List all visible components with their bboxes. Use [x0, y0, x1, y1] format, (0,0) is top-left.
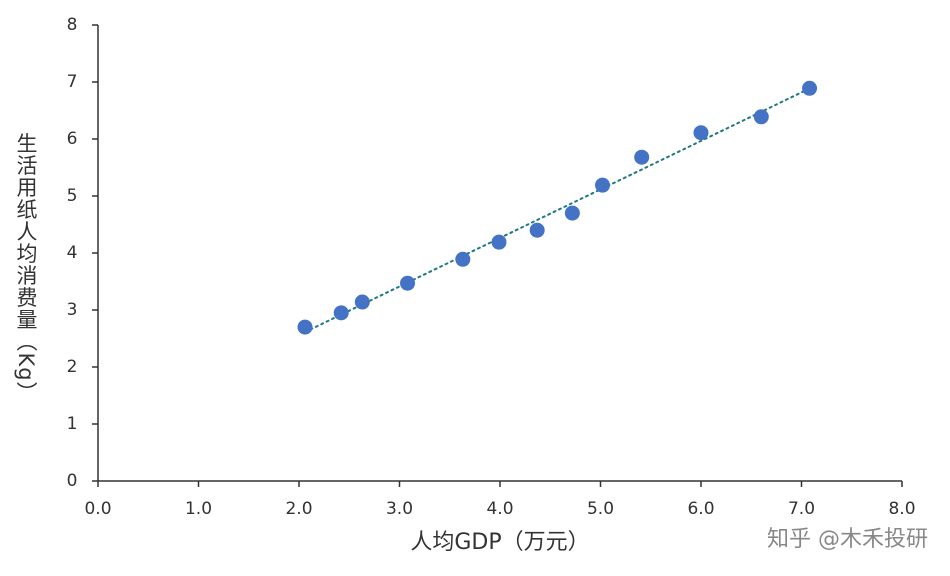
x-tick-label: 5.0 [587, 499, 614, 519]
point [753, 109, 769, 125]
point [333, 305, 349, 321]
y-tick-label: 4 [67, 243, 78, 263]
x-tick-label: 7.0 [788, 499, 815, 519]
y-tick-label: 8 [67, 15, 78, 35]
y-tick-label: 5 [67, 186, 78, 206]
y-tick-label: 0 [67, 471, 78, 491]
x-tick-label: 8.0 [888, 499, 915, 519]
point [634, 149, 650, 165]
x-tick-label: 2.0 [285, 499, 312, 519]
point [297, 319, 313, 335]
watermark: 知乎 @木禾投研 [767, 527, 928, 552]
y-tick-label: 6 [67, 129, 78, 149]
point [693, 125, 709, 141]
y-tick-label: 7 [67, 72, 78, 92]
point [564, 205, 580, 221]
y-tick-label: 3 [67, 300, 78, 320]
y-tick-label: 1 [67, 414, 78, 434]
y-axis-label: 生活用纸人均消费量（Kg） [14, 132, 38, 403]
point [529, 222, 545, 238]
x-tick-label: 3.0 [386, 499, 413, 519]
point [595, 177, 611, 193]
x-tick-label: 0.0 [84, 499, 111, 519]
trendline [304, 87, 811, 334]
point [455, 251, 471, 267]
point [802, 80, 818, 96]
point [354, 294, 370, 310]
y-tick-label: 2 [67, 357, 78, 377]
x-tick-label: 1.0 [185, 499, 212, 519]
x-axis-label: 人均GDP（万元） [410, 530, 589, 555]
point [400, 275, 416, 291]
point [491, 234, 507, 250]
x-tick-label: 6.0 [687, 499, 714, 519]
x-tick-label: 4.0 [486, 499, 513, 519]
